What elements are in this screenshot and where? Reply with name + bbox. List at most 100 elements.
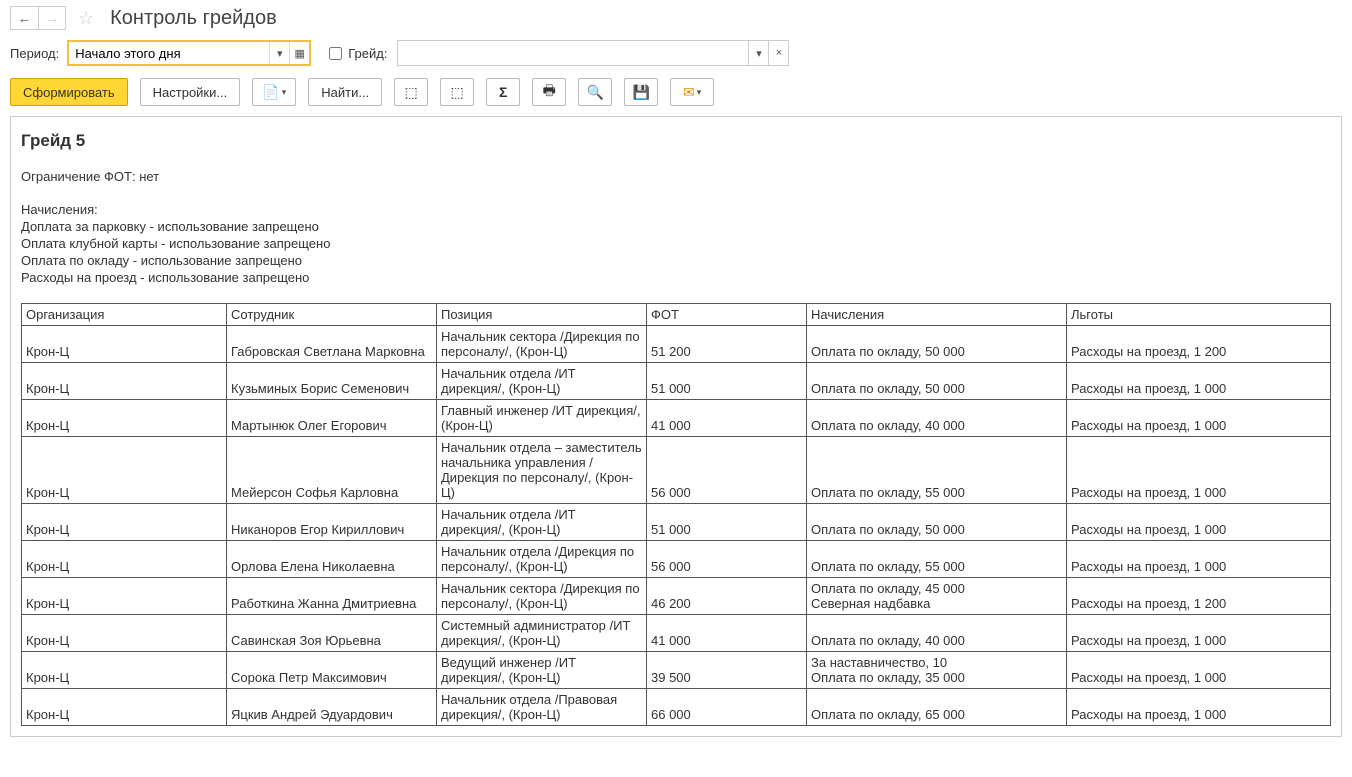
fot-limit-line: Ограничение ФОТ: нет [21, 169, 1331, 184]
grade-input[interactable] [398, 41, 748, 65]
table-cell: Крон-Ц [22, 400, 227, 437]
table-cell: Сорока Петр Максимович [227, 652, 437, 689]
table-row: Крон-ЦМартынюк Олег ЕгоровичГлавный инже… [22, 400, 1331, 437]
collapse-button[interactable]: ⬚ [440, 78, 474, 106]
table-cell: 51 000 [647, 504, 807, 541]
table-row: Крон-ЦГабровская Светлана МарковнаНачаль… [22, 326, 1331, 363]
period-input[interactable] [69, 42, 269, 64]
table-cell: Оплата по окладу, 40 000 [807, 615, 1067, 652]
table-cell: Крон-Ц [22, 615, 227, 652]
table-row: Крон-ЦЯцкив Андрей ЭдуардовичНачальник о… [22, 689, 1331, 726]
table-cell: Орлова Елена Николаевна [227, 541, 437, 578]
email-button[interactable]: ✉▾ [670, 78, 714, 106]
table-cell: Крон-Ц [22, 504, 227, 541]
accrual-line: Оплата по окладу - использование запреще… [21, 253, 1331, 268]
table-cell: Крон-Ц [22, 578, 227, 615]
table-cell: Начальник отдела /Дирекция по персоналу/… [437, 541, 647, 578]
favorite-star-icon[interactable]: ☆ [78, 8, 94, 29]
table-row: Крон-ЦОрлова Елена НиколаевнаНачальник о… [22, 541, 1331, 578]
table-header: ФОТ [647, 304, 807, 326]
table-cell: Расходы на проезд, 1 000 [1067, 615, 1331, 652]
table-cell: Крон-Ц [22, 363, 227, 400]
grade-dropdown-button[interactable]: ▾ [748, 41, 768, 65]
table-cell: Оплата по окладу, 45 000Северная надбавк… [807, 578, 1067, 615]
table-cell: Оплата по окладу, 50 000 [807, 504, 1067, 541]
table-header: Сотрудник [227, 304, 437, 326]
accrual-line: Расходы на проезд - использование запрещ… [21, 270, 1331, 285]
table-cell: Яцкив Андрей Эдуардович [227, 689, 437, 726]
table-cell: 56 000 [647, 541, 807, 578]
grade-label: Грейд: [348, 46, 387, 61]
back-button[interactable]: ← [10, 6, 38, 30]
table-cell: Расходы на проезд, 1 000 [1067, 437, 1331, 504]
table-cell: Крон-Ц [22, 326, 227, 363]
table-cell: Крон-Ц [22, 541, 227, 578]
table-header: Позиция [437, 304, 647, 326]
table-cell: Расходы на проезд, 1 000 [1067, 689, 1331, 726]
table-cell: Савинская Зоя Юрьевна [227, 615, 437, 652]
table-cell: Оплата по окладу, 65 000 [807, 689, 1067, 726]
grade-clear-button[interactable]: × [768, 41, 788, 65]
grade-checkbox[interactable] [329, 47, 342, 60]
table-cell: Крон-Ц [22, 437, 227, 504]
table-cell: Мартынюк Олег Егорович [227, 400, 437, 437]
table-row: Крон-ЦСавинская Зоя ЮрьевнаСистемный адм… [22, 615, 1331, 652]
table-header: Организация [22, 304, 227, 326]
table-cell: Расходы на проезд, 1 000 [1067, 652, 1331, 689]
period-dropdown-button[interactable]: ▾ [269, 42, 289, 64]
table-cell: Начальник отдела /Правовая дирекция/, (К… [437, 689, 647, 726]
table-cell: Расходы на проезд, 1 000 [1067, 541, 1331, 578]
period-calendar-button[interactable]: ▦ [289, 42, 309, 64]
table-cell: Расходы на проезд, 1 000 [1067, 400, 1331, 437]
find-button[interactable]: Найти... [308, 78, 382, 106]
settings-button[interactable]: Настройки... [140, 78, 241, 106]
table-cell: Оплата по окладу, 55 000 [807, 437, 1067, 504]
table-cell: Крон-Ц [22, 689, 227, 726]
table-cell: Расходы на проезд, 1 200 [1067, 326, 1331, 363]
report-area: Грейд 5 Ограничение ФОТ: нет Начисления:… [10, 116, 1342, 737]
table-cell: Оплата по окладу, 55 000 [807, 541, 1067, 578]
table-row: Крон-ЦРаботкина Жанна ДмитриевнаНачальни… [22, 578, 1331, 615]
report-table: ОрганизацияСотрудникПозицияФОТНачисления… [21, 303, 1331, 726]
table-cell: Никаноров Егор Кириллович [227, 504, 437, 541]
table-cell: Габровская Светлана Марковна [227, 326, 437, 363]
table-cell: Системный администратор /ИТ дирекция/, (… [437, 615, 647, 652]
variants-button[interactable]: 📄▾ [252, 78, 296, 106]
table-cell: 41 000 [647, 615, 807, 652]
table-cell: Главный инженер /ИТ дирекция/, (Крон-Ц) [437, 400, 647, 437]
table-cell: За наставничество, 10Оплата по окладу, 3… [807, 652, 1067, 689]
table-row: Крон-ЦМейерсон Софья КарловнаНачальник о… [22, 437, 1331, 504]
table-cell: Работкина Жанна Дмитриевна [227, 578, 437, 615]
table-cell: 41 000 [647, 400, 807, 437]
table-cell: Кузьминых Борис Семенович [227, 363, 437, 400]
table-header: Начисления [807, 304, 1067, 326]
table-cell: Мейерсон Софья Карловна [227, 437, 437, 504]
accruals-header: Начисления: [21, 202, 1331, 217]
generate-button[interactable]: Сформировать [10, 78, 128, 106]
accrual-line: Доплата за парковку - использование запр… [21, 219, 1331, 234]
table-cell: Расходы на проезд, 1 000 [1067, 363, 1331, 400]
table-cell: 66 000 [647, 689, 807, 726]
print-button[interactable]: 🖶 [532, 78, 566, 106]
table-cell: 39 500 [647, 652, 807, 689]
table-cell: 46 200 [647, 578, 807, 615]
expand-button[interactable]: ⬚ [394, 78, 428, 106]
table-cell: 51 000 [647, 363, 807, 400]
forward-button[interactable]: → [38, 6, 66, 30]
save-button[interactable]: 💾 [624, 78, 658, 106]
accrual-line: Оплата клубной карты - использование зап… [21, 236, 1331, 251]
table-cell: Начальник отдела /ИТ дирекция/, (Крон-Ц) [437, 504, 647, 541]
table-row: Крон-ЦНиканоров Егор КирилловичНачальник… [22, 504, 1331, 541]
period-label: Период: [10, 46, 59, 61]
page-title: Контроль грейдов [110, 7, 277, 30]
table-cell: Ведущий инженер /ИТ дирекция/, (Крон-Ц) [437, 652, 647, 689]
grade-select-group: ▾ × [397, 40, 789, 66]
table-header: Льготы [1067, 304, 1331, 326]
preview-button[interactable]: 🔍 [578, 78, 612, 106]
table-cell: Начальник сектора /Дирекция по персоналу… [437, 578, 647, 615]
table-cell: Начальник отдела /ИТ дирекция/, (Крон-Ц) [437, 363, 647, 400]
table-cell: Оплата по окладу, 50 000 [807, 326, 1067, 363]
period-input-group: ▾ ▦ [67, 40, 311, 66]
table-cell: 56 000 [647, 437, 807, 504]
sum-button[interactable]: Σ [486, 78, 520, 106]
